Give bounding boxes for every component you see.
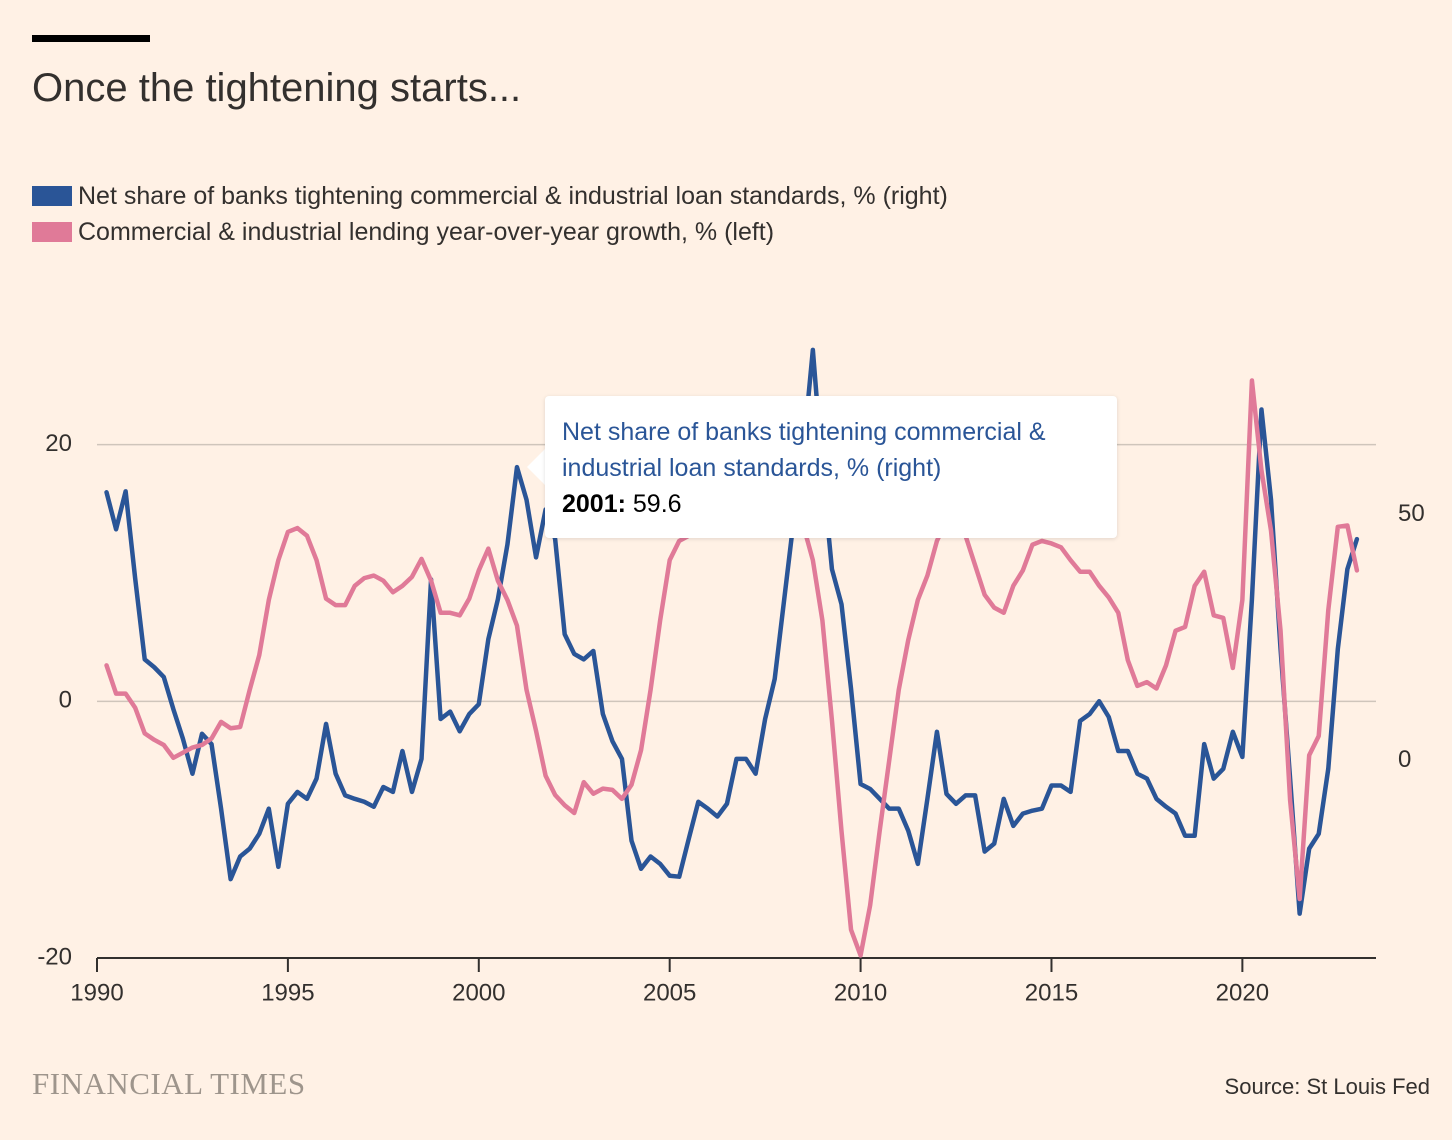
y2-tick-label: 50 xyxy=(1398,500,1425,527)
y-tick-label: 20 xyxy=(45,430,72,457)
legend-item: Commercial & industrial lending year-ove… xyxy=(32,214,948,250)
y-tick-label: 0 xyxy=(59,687,72,714)
legend: Net share of banks tightening commercial… xyxy=(32,178,948,250)
x-tick-label: 1995 xyxy=(261,979,314,1006)
x-tick-label: 2005 xyxy=(643,979,696,1006)
top-bar xyxy=(32,35,150,42)
x-tick-label: 2000 xyxy=(452,979,505,1006)
x-tick-label: 2015 xyxy=(1025,979,1078,1006)
legend-swatch xyxy=(32,222,72,242)
legend-label: Net share of banks tightening commercial… xyxy=(78,182,948,210)
tooltip-title: Net share of banks tightening commercial… xyxy=(562,418,1046,482)
tooltip: Net share of banks tightening commercial… xyxy=(545,396,1117,538)
tooltip-pointer xyxy=(527,449,545,485)
series-line xyxy=(104,347,1360,916)
brand: FINANCIAL TIMES xyxy=(32,1066,306,1101)
y2-tick-label: 0 xyxy=(1398,746,1411,773)
x-tick-label: 1990 xyxy=(70,979,123,1006)
y-tick-label: -20 xyxy=(37,943,72,970)
legend-item: Net share of banks tightening commercial… xyxy=(32,178,948,214)
chart-title: Once the tightening starts... xyxy=(32,66,522,110)
legend-label: Commercial & industrial lending year-ove… xyxy=(78,218,775,246)
source: Source: St Louis Fed xyxy=(1224,1074,1430,1099)
legend-swatch xyxy=(32,186,72,206)
tooltip-value: 59.6 xyxy=(632,490,682,518)
x-tick-label: 2010 xyxy=(834,979,887,1006)
tooltip-label: 2001: xyxy=(562,490,626,518)
x-tick-label: 2020 xyxy=(1216,979,1269,1006)
